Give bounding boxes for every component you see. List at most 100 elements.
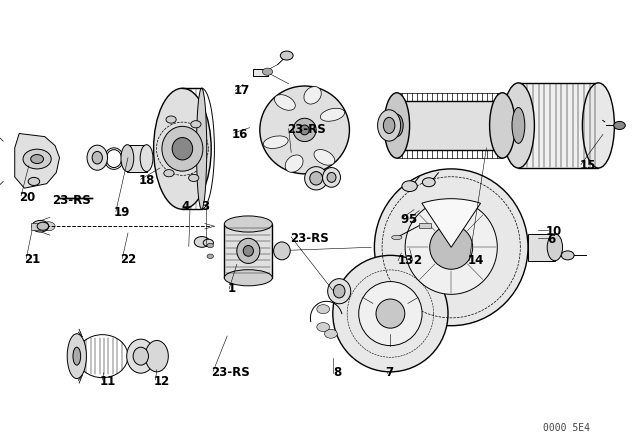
Ellipse shape [358,282,422,346]
Ellipse shape [582,83,614,168]
Ellipse shape [140,145,153,172]
Circle shape [37,222,49,230]
Circle shape [166,116,176,123]
Bar [127,145,147,172]
Circle shape [191,121,201,128]
Text: 15: 15 [580,159,596,172]
Text: 23-RS: 23-RS [211,366,250,379]
Circle shape [561,251,574,260]
Ellipse shape [327,172,336,182]
Text: 20: 20 [19,190,35,204]
Text: 4: 4 [182,199,190,213]
Ellipse shape [275,95,295,110]
Ellipse shape [314,150,335,165]
Text: 12: 12 [154,375,170,388]
Ellipse shape [243,246,253,256]
Text: 0000 5E4: 0000 5E4 [543,423,589,433]
Circle shape [204,239,214,246]
Circle shape [422,178,435,187]
Text: 2: 2 [413,254,421,267]
Ellipse shape [300,125,309,135]
Text: 1: 1 [227,282,236,296]
Text: 18: 18 [139,173,156,187]
Circle shape [195,237,210,247]
Circle shape [31,155,44,164]
Text: 7: 7 [385,366,394,379]
Ellipse shape [333,284,345,298]
Circle shape [32,220,49,232]
Circle shape [23,149,51,169]
Ellipse shape [133,347,148,365]
Ellipse shape [310,172,323,185]
Ellipse shape [374,169,528,326]
Wedge shape [422,199,481,247]
Text: 5: 5 [408,213,417,226]
Ellipse shape [87,145,108,170]
Text: 23-RS: 23-RS [52,194,92,207]
Ellipse shape [378,110,401,141]
Bar [31,223,40,230]
Ellipse shape [225,216,273,232]
Ellipse shape [145,340,168,372]
Text: 11: 11 [99,375,115,388]
Bar [225,224,273,278]
Ellipse shape [502,83,534,168]
Ellipse shape [547,234,563,261]
Bar [419,223,431,228]
Text: 16: 16 [232,128,248,141]
Ellipse shape [264,136,288,148]
Text: 8: 8 [333,366,341,379]
Bar [518,83,598,168]
Ellipse shape [172,138,193,160]
Ellipse shape [305,167,328,190]
Ellipse shape [237,238,260,263]
Text: 22: 22 [120,253,136,267]
Ellipse shape [384,93,410,158]
Ellipse shape [127,339,155,373]
Bar [528,234,555,261]
Bar [397,101,502,150]
Ellipse shape [121,145,134,172]
Circle shape [324,329,337,338]
Text: 6: 6 [547,233,556,246]
Ellipse shape [383,117,395,134]
Ellipse shape [333,255,448,372]
Circle shape [317,323,330,332]
Circle shape [164,170,174,177]
Ellipse shape [376,299,404,328]
Text: 21: 21 [24,253,40,267]
Text: 19: 19 [114,206,131,220]
Text: 3: 3 [202,199,210,213]
Ellipse shape [225,270,273,286]
Ellipse shape [196,88,207,209]
Ellipse shape [490,93,515,158]
Ellipse shape [260,86,349,174]
Text: 13: 13 [398,254,414,267]
Circle shape [317,305,330,314]
Circle shape [402,181,417,192]
Text: 14: 14 [467,254,484,267]
Text: 9: 9 [401,213,409,226]
Ellipse shape [429,225,473,269]
Circle shape [614,121,625,129]
Circle shape [207,254,214,258]
Bar [253,69,268,76]
Circle shape [280,51,293,60]
Ellipse shape [274,242,291,260]
Text: 10: 10 [546,224,562,238]
Ellipse shape [162,126,203,171]
Text: 23-RS: 23-RS [287,123,326,137]
Circle shape [28,177,40,185]
Text: 23-RS: 23-RS [291,232,330,245]
Ellipse shape [293,118,316,142]
Ellipse shape [321,108,344,121]
Ellipse shape [390,114,403,137]
Ellipse shape [73,347,81,365]
Ellipse shape [323,168,340,187]
Ellipse shape [328,279,351,304]
Ellipse shape [304,86,321,104]
Ellipse shape [67,334,86,379]
Text: 17: 17 [234,84,250,97]
Ellipse shape [392,235,402,240]
Circle shape [189,174,199,181]
